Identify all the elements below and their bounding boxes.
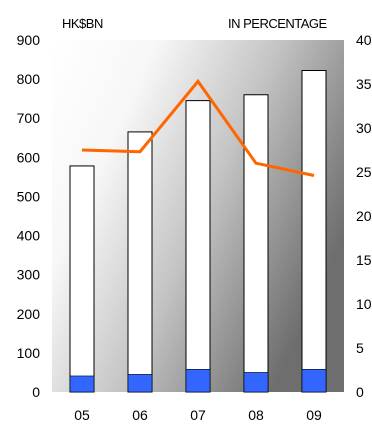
sub-bar-09 bbox=[301, 369, 327, 393]
left-axis-tick-200: 200 bbox=[17, 306, 41, 322]
sub-bar-08 bbox=[243, 372, 269, 393]
total-bar-06 bbox=[127, 131, 153, 393]
total-bar-07 bbox=[185, 100, 211, 393]
left-axis-tick-0: 0 bbox=[32, 384, 40, 400]
right-axis-tick-20: 20 bbox=[356, 208, 372, 224]
right-axis-unit-label: IN PERCENTAGE bbox=[228, 16, 328, 31]
left-axis-tick-600: 600 bbox=[17, 149, 41, 165]
right-axis-tick-40: 40 bbox=[356, 32, 372, 48]
left-axis-tick-300: 300 bbox=[17, 267, 41, 283]
left-axis-tick-100: 100 bbox=[17, 345, 41, 361]
line-layer bbox=[81, 78, 315, 177]
right-axis-tick-30: 30 bbox=[356, 120, 372, 136]
left-axis-tick-400: 400 bbox=[17, 228, 41, 244]
percentage-line bbox=[81, 78, 315, 177]
right-axis-tick-5: 5 bbox=[356, 340, 364, 356]
sub-bar-05 bbox=[69, 375, 95, 393]
x-axis-tick-05: 05 bbox=[74, 407, 90, 423]
right-axis-tick-0: 0 bbox=[356, 384, 364, 400]
left-axis-unit-label: HK$BN bbox=[62, 16, 103, 31]
sub-bar-06 bbox=[127, 374, 153, 393]
x-axis-tick-07: 07 bbox=[190, 407, 206, 423]
left-axis-tick-800: 800 bbox=[17, 71, 41, 87]
total-bar-05 bbox=[69, 165, 95, 393]
sub-bar-07 bbox=[185, 369, 211, 393]
total-bar-08 bbox=[243, 94, 269, 393]
right-axis-tick-35: 35 bbox=[356, 76, 372, 92]
bars-layer bbox=[69, 70, 327, 393]
x-axis-tick-08: 08 bbox=[248, 407, 264, 423]
x-axis-tick-06: 06 bbox=[132, 407, 148, 423]
right-axis-tick-10: 10 bbox=[356, 296, 372, 312]
total-bar-09 bbox=[301, 70, 327, 393]
right-axis-ticks: 0 5 10 15 20 25 30 35 40 bbox=[356, 32, 372, 400]
left-axis-tick-900: 900 bbox=[17, 32, 41, 48]
left-axis-ticks: 0 100 200 300 400 500 600 700 800 900 bbox=[17, 32, 41, 400]
left-axis-tick-500: 500 bbox=[17, 188, 41, 204]
left-axis-tick-700: 700 bbox=[17, 110, 41, 126]
x-axis-ticks: 05 06 07 08 09 bbox=[74, 407, 322, 423]
right-axis-tick-15: 15 bbox=[356, 252, 372, 268]
right-axis-tick-25: 25 bbox=[356, 164, 372, 180]
x-axis-tick-09: 09 bbox=[306, 407, 322, 423]
